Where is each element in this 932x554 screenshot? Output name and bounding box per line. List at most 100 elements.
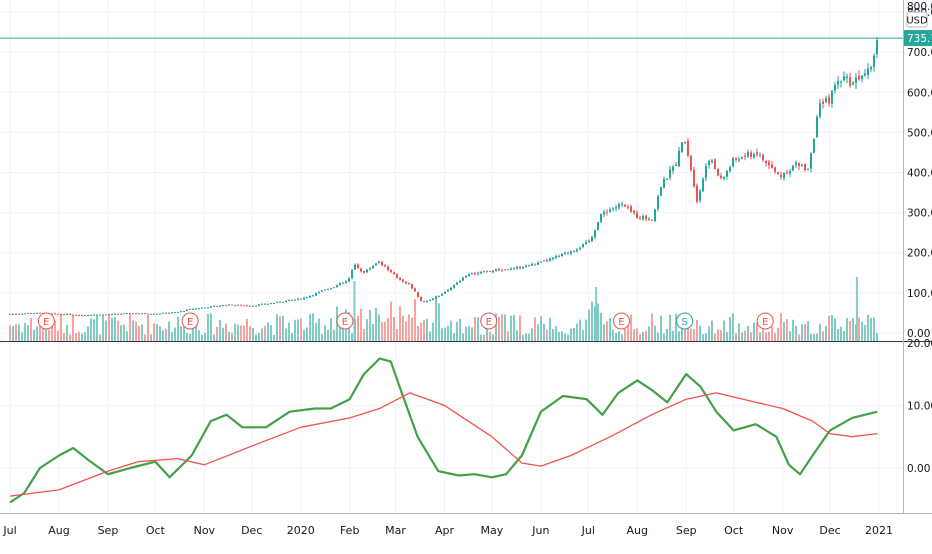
volume-bar	[705, 333, 707, 341]
candle-body	[216, 305, 218, 307]
time-tick-label: May	[481, 524, 504, 537]
volume-bar	[693, 329, 695, 341]
price-tick-label: 200.00	[907, 248, 932, 260]
candle-body	[129, 313, 131, 315]
candle-body	[408, 283, 410, 285]
time-tick-label: Jul	[2, 524, 16, 537]
volume-bar	[675, 313, 677, 341]
volume-bar	[420, 322, 422, 341]
candle-body	[9, 314, 11, 316]
volume-bar	[876, 332, 878, 341]
candle-body	[207, 307, 209, 309]
candle-body	[246, 305, 248, 307]
candle-body	[414, 288, 416, 292]
volume-bar	[873, 317, 875, 341]
volume-bar	[285, 328, 287, 341]
volume-bar	[525, 333, 527, 341]
candle-body	[438, 295, 440, 297]
currency-box	[906, 11, 928, 28]
candle-body	[669, 169, 671, 178]
volume-bar	[624, 329, 626, 341]
volume-bar	[561, 331, 563, 341]
candle-body	[171, 312, 173, 314]
candle-body	[852, 82, 854, 85]
volume-bar	[777, 327, 779, 341]
volume-bar	[738, 323, 740, 341]
candle-body	[300, 298, 302, 300]
candle-body	[201, 307, 203, 309]
candle-body	[240, 304, 242, 306]
candle-body	[744, 155, 746, 157]
volume-bar	[234, 323, 236, 341]
candle-body	[558, 256, 560, 258]
candle-body	[378, 261, 380, 264]
volume-bar	[201, 334, 203, 341]
volume-bar	[108, 313, 110, 341]
volume-bar	[684, 329, 686, 341]
volume-bar	[840, 326, 842, 341]
volume-bar	[312, 313, 314, 341]
volume-bar	[849, 320, 851, 341]
marker-ring	[756, 312, 774, 330]
candle-body	[531, 263, 533, 266]
volume-bar	[186, 333, 188, 341]
volume-bar	[639, 334, 641, 341]
candle-body	[117, 313, 119, 315]
candle-body	[318, 291, 320, 293]
volume-bar	[834, 318, 836, 341]
candle-body	[864, 73, 866, 76]
volume-bar	[399, 306, 401, 341]
volume-bar	[825, 325, 827, 341]
candle-body	[639, 218, 641, 220]
currency-label: USD	[906, 11, 928, 28]
volume-bar	[165, 328, 167, 341]
volume-bar	[129, 313, 131, 341]
candle-body	[486, 271, 488, 273]
volume-bar	[369, 309, 371, 341]
volume-bar	[303, 329, 305, 341]
earnings-marker: E	[336, 312, 354, 330]
candle-body	[771, 164, 773, 168]
volume-bar	[138, 325, 140, 341]
volume-bar	[435, 296, 437, 341]
candle-body	[777, 172, 779, 175]
price-tick-label: 100.00	[907, 288, 932, 300]
candle-body	[576, 249, 578, 252]
volume-bar	[177, 316, 179, 341]
candle-body	[510, 268, 512, 270]
candle-body	[285, 300, 287, 303]
volume-bar	[870, 317, 872, 341]
candle-body	[459, 280, 461, 283]
candle-body	[648, 219, 650, 221]
volume-bar	[423, 320, 425, 341]
time-tick-label: 2021	[865, 524, 893, 537]
candle-body	[696, 185, 698, 202]
candle-body	[402, 279, 404, 282]
candle-body	[444, 291, 446, 294]
candle-body	[138, 313, 140, 315]
candle-body	[342, 282, 344, 284]
volume-bar	[330, 318, 332, 341]
candle-body	[492, 270, 494, 273]
volume-bar	[507, 331, 509, 341]
candle-body	[447, 289, 449, 292]
candle-body	[831, 90, 833, 104]
candle-body	[606, 211, 608, 213]
volume-bar	[270, 325, 272, 341]
volume-bar	[297, 319, 299, 341]
volume-bar	[723, 320, 725, 341]
volume-bar	[462, 333, 464, 341]
volume-bar	[810, 333, 812, 341]
candle-body	[714, 159, 716, 170]
candle-body	[474, 273, 476, 275]
candle-body	[729, 167, 731, 172]
candle-body	[774, 167, 776, 172]
candle-body	[663, 178, 665, 188]
volume-bar	[831, 314, 833, 341]
candle-body	[96, 314, 98, 316]
candle-body	[855, 77, 857, 83]
candle-body	[183, 311, 185, 313]
volume-bar	[168, 321, 170, 341]
candle-body	[105, 314, 107, 316]
candle-body	[456, 282, 458, 285]
